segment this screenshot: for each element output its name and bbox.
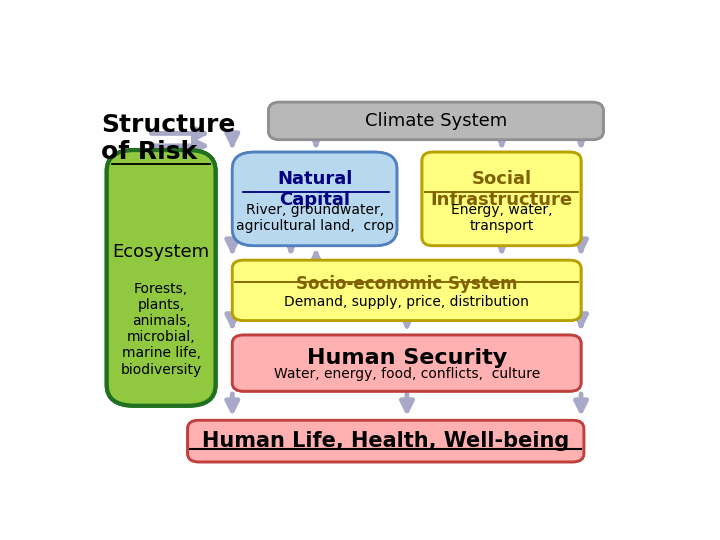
Text: Ecosystem: Ecosystem — [112, 244, 210, 261]
FancyBboxPatch shape — [422, 152, 581, 246]
FancyBboxPatch shape — [269, 102, 603, 140]
FancyBboxPatch shape — [233, 335, 581, 391]
Text: Structure
of Risk: Structure of Risk — [101, 113, 235, 164]
FancyBboxPatch shape — [233, 260, 581, 321]
Text: Socio-economic System: Socio-economic System — [296, 275, 518, 293]
Text: Social
Infrastructure: Social Infrastructure — [431, 170, 572, 209]
Text: Energy, water,
transport: Energy, water, transport — [451, 202, 552, 233]
Text: River, groundwater,
agricultural land,  crop: River, groundwater, agricultural land, c… — [235, 202, 394, 233]
FancyBboxPatch shape — [233, 152, 397, 246]
FancyBboxPatch shape — [269, 102, 603, 140]
FancyBboxPatch shape — [188, 420, 584, 462]
Text: Human Security: Human Security — [307, 348, 507, 368]
FancyBboxPatch shape — [233, 152, 397, 246]
FancyBboxPatch shape — [233, 335, 581, 391]
Text: Water, energy, food, conflicts,  culture: Water, energy, food, conflicts, culture — [274, 367, 540, 381]
Text: Demand, supply, price, distribution: Demand, supply, price, distribution — [284, 295, 529, 309]
FancyBboxPatch shape — [107, 150, 215, 406]
Text: Forests,
plants,
animals,
microbial,
marine life,
biodiversity: Forests, plants, animals, microbial, mar… — [120, 281, 202, 376]
FancyBboxPatch shape — [233, 260, 581, 321]
FancyBboxPatch shape — [107, 150, 215, 406]
Text: Natural
Capital: Natural Capital — [277, 170, 352, 209]
Text: Human Life, Health, Well-being: Human Life, Health, Well-being — [202, 431, 570, 451]
FancyBboxPatch shape — [188, 420, 584, 462]
FancyBboxPatch shape — [422, 152, 581, 246]
Text: Climate System: Climate System — [365, 112, 507, 130]
